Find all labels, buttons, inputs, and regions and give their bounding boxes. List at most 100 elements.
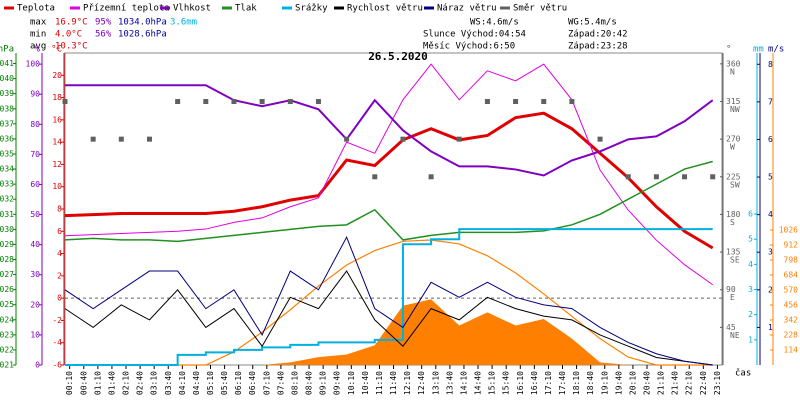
y-tick-label: 4 bbox=[768, 210, 773, 219]
y-tick-label: 50 bbox=[30, 210, 40, 219]
y-tick-label: 1 bbox=[748, 335, 753, 344]
y-tick-label: 2 bbox=[57, 271, 62, 280]
stat: max bbox=[30, 18, 47, 28]
x-tick-label: 05:10 bbox=[206, 371, 215, 395]
y-tick-label: 1039 bbox=[0, 89, 14, 98]
series-line bbox=[65, 84, 714, 177]
sun-moon-info: Západ:20:42 bbox=[568, 30, 628, 40]
x-tick-label: 12:10 bbox=[403, 371, 412, 395]
y-tick-label: -2 bbox=[52, 316, 62, 325]
stat: 4.0°C bbox=[55, 30, 82, 40]
y-tick-label: 2 bbox=[748, 310, 753, 319]
x-tick-label: 10:40 bbox=[361, 371, 370, 395]
y-tick-name: E bbox=[730, 293, 735, 302]
stat: 95% bbox=[95, 18, 112, 28]
x-tick-label: 04:10 bbox=[178, 371, 187, 395]
sun-moon-info: Měsíc Východ:6:50 bbox=[423, 42, 515, 52]
direction-marker bbox=[146, 136, 152, 142]
y-tick-label: 1040 bbox=[0, 74, 14, 83]
sun-moon-info: Slunce Východ:04:54 bbox=[423, 30, 526, 40]
y-tick-label: 1024 bbox=[0, 315, 14, 324]
legend-label: Tlak bbox=[235, 4, 257, 14]
y-tick-label: 798 bbox=[784, 255, 799, 264]
direction-marker bbox=[372, 174, 378, 180]
direction-marker bbox=[259, 99, 265, 105]
x-tick-label: 00:10 bbox=[65, 371, 74, 395]
y-tick-label: 270 bbox=[726, 135, 741, 144]
x-tick-label: 14:10 bbox=[459, 371, 468, 395]
direction-marker bbox=[62, 99, 68, 105]
y-tick-label: 912 bbox=[784, 240, 799, 249]
y-tick-label: 6 bbox=[57, 227, 62, 236]
direction-marker bbox=[287, 99, 293, 105]
stat: 56% bbox=[95, 30, 112, 40]
y-tick-label: 1035 bbox=[0, 149, 14, 158]
series-line bbox=[64, 111, 714, 250]
y-tick-label: 14 bbox=[52, 138, 62, 147]
y-tick-label: 60 bbox=[30, 180, 40, 189]
direction-marker bbox=[400, 136, 406, 142]
direction-marker bbox=[118, 136, 124, 142]
y-tick-label: 4 bbox=[748, 260, 753, 269]
legend-label: Srážky bbox=[295, 4, 328, 14]
direction-marker bbox=[428, 174, 434, 180]
y-tick-label: 45 bbox=[726, 323, 736, 332]
y-tick-label: 315 bbox=[726, 97, 741, 106]
legend-label: Přízemní teplota bbox=[83, 4, 170, 14]
x-tick-label: 04:40 bbox=[192, 371, 201, 395]
series-line bbox=[64, 160, 713, 243]
x-tick-label: 06:10 bbox=[234, 371, 243, 395]
x-tick-label: 13:40 bbox=[445, 371, 454, 395]
x-tick-label: 01:10 bbox=[93, 371, 102, 395]
direction-marker bbox=[484, 99, 490, 105]
y-tick-label: 1030 bbox=[0, 225, 14, 234]
y-tick-label: 342 bbox=[784, 315, 799, 324]
y-tick-label: 1027 bbox=[0, 270, 14, 279]
x-axis-label: čas bbox=[735, 368, 751, 379]
x-tick-label: 03:40 bbox=[164, 371, 173, 395]
y-tick-label: 1026 bbox=[0, 285, 14, 294]
x-tick-label: 12:40 bbox=[417, 371, 426, 395]
y-tick-label: 1026 bbox=[779, 225, 798, 234]
y-tick-label: 3 bbox=[748, 285, 753, 294]
x-tick-label: 10:10 bbox=[347, 371, 356, 395]
y-tick-label: 5 bbox=[768, 173, 773, 182]
y-tick-label: 1036 bbox=[0, 134, 14, 143]
x-tick-label: 08:10 bbox=[290, 371, 299, 395]
y-tick-label: 40 bbox=[30, 240, 40, 249]
direction-marker bbox=[653, 174, 659, 180]
x-tick-label: 16:10 bbox=[516, 371, 525, 395]
x-tick-label: 22:40 bbox=[699, 371, 708, 395]
direction-marker bbox=[513, 99, 519, 105]
y-tick-label: -4 bbox=[52, 338, 62, 347]
y-tick-name: SE bbox=[730, 256, 740, 265]
y-tick-label: 570 bbox=[784, 285, 799, 294]
x-tick-label: 06:40 bbox=[248, 371, 257, 395]
x-tick-label: 18:40 bbox=[586, 371, 595, 395]
x-tick-label: 15:10 bbox=[488, 371, 497, 395]
x-tick-label: 22:10 bbox=[685, 371, 694, 395]
direction-marker bbox=[710, 174, 716, 180]
y-tick-label: 0 bbox=[57, 294, 62, 303]
y-tick-name: NW bbox=[730, 105, 740, 114]
y-tick-label: 90 bbox=[30, 90, 40, 99]
y-tick-label: 4 bbox=[57, 249, 62, 258]
y-tick-label: 20 bbox=[52, 71, 62, 80]
y-tick-name: NE bbox=[730, 331, 740, 340]
y-tick-label: 135 bbox=[726, 248, 741, 257]
y-tick-label: 80 bbox=[30, 120, 40, 129]
stat: 10.3°C bbox=[55, 42, 88, 52]
x-tick-label: 02:40 bbox=[136, 371, 145, 395]
y-tick-label: 1037 bbox=[0, 119, 14, 128]
axis-title: ° bbox=[726, 45, 731, 55]
y-tick-label: 6 bbox=[748, 210, 753, 219]
y-tick-label: 684 bbox=[784, 270, 799, 279]
series-line bbox=[65, 228, 713, 366]
sun-moon-info: WS:4.6m/s bbox=[470, 18, 519, 28]
y-tick-label: 20 bbox=[30, 300, 40, 309]
x-tick-label: 20:10 bbox=[628, 371, 637, 395]
direction-marker bbox=[625, 174, 631, 180]
stat: 16.9°C bbox=[55, 18, 88, 28]
